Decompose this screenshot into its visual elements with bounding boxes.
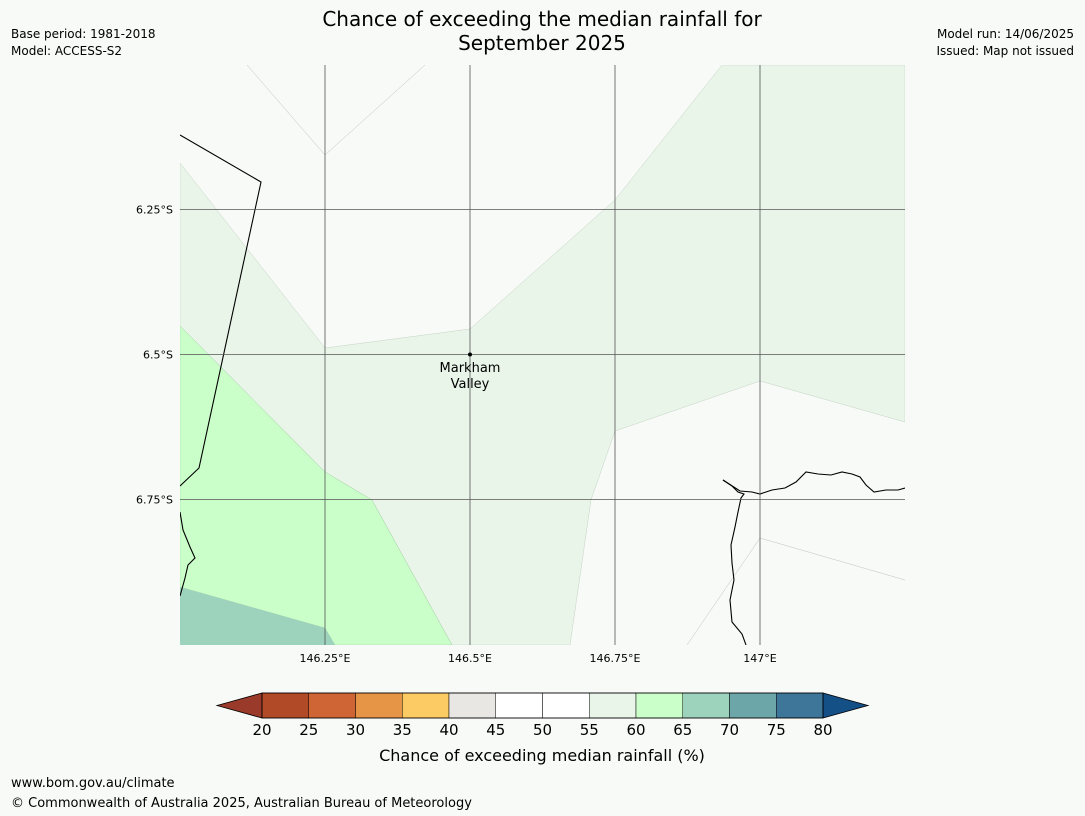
colorbar-high-extension (822, 692, 870, 719)
colorbar-tick-label: 70 (720, 721, 739, 739)
colorbar-tick-label: 60 (626, 721, 645, 739)
colorbar-tick-label: 30 (346, 721, 365, 739)
colorbar-segment (355, 692, 403, 719)
title-line-2: September 2025 (458, 31, 626, 55)
map-title: Chance of exceeding the median rainfall … (242, 7, 842, 55)
latitude-labels: 6.25°S 6.5°S 6.75°S (136, 204, 173, 507)
model-run: Model run: 14/06/2025 (936, 27, 1074, 41)
colorbar-segment (635, 692, 683, 719)
colorbar-segment (589, 692, 637, 719)
colorbar-tick-label: 40 (439, 721, 458, 739)
lat-tick-label: 6.75°S (136, 494, 173, 507)
zone-60-65 (180, 325, 453, 645)
colorbar-segment (308, 692, 356, 719)
place-label-line-1: Markham (440, 361, 501, 376)
colorbar-outline (261, 692, 824, 719)
colorbar-segment (495, 692, 543, 719)
colorbar-segment (729, 692, 777, 719)
longitude-labels: 146.25°E 146.5°E 146.75°E 147°E (300, 652, 777, 665)
lat-tick-label: 6.5°S (143, 349, 173, 362)
lon-tick-label: 146.25°E (300, 652, 351, 665)
colorbar-tick-label: 20 (252, 721, 271, 739)
colorbar-tick-label: 45 (486, 721, 505, 739)
colorbar-segment (261, 692, 309, 719)
footer-url[interactable]: www.bom.gov.au/climate (11, 776, 175, 791)
footer-copyright: © Commonwealth of Australia 2025, Austra… (11, 796, 472, 811)
colorbar-tick-label: 55 (580, 721, 599, 739)
zone-65-70 (180, 587, 335, 645)
colorbar-segment (682, 692, 730, 719)
colorbar-low-extension (215, 692, 263, 719)
coastline (180, 134, 905, 645)
graticule (180, 65, 905, 645)
colorbar-label: Chance of exceeding median rainfall (%) (379, 746, 705, 765)
colorbar-segment (776, 692, 824, 719)
rainfall-probability-map (180, 65, 905, 645)
issued-status: Issued: Map not issued (936, 44, 1074, 58)
colorbar-segment (402, 692, 450, 719)
lon-tick-label: 146.75°E (590, 652, 641, 665)
title-line-1: Chance of exceeding the median rainfall … (322, 7, 762, 31)
lon-tick-label: 146.5°E (448, 652, 492, 665)
run-info: Model run: 14/06/2025 Issued: Map not is… (936, 26, 1074, 60)
model-info: Base period: 1981-2018 Model: ACCESS-S2 (11, 26, 156, 60)
lon-tick-label: 147°E (743, 652, 776, 665)
lat-tick-label: 6.25°S (136, 204, 173, 217)
colorbar-segment (448, 692, 496, 719)
markham-valley-marker (468, 352, 472, 357)
colorbar: 20 25 30 35 40 45 50 55 60 65 70 75 80 (215, 692, 870, 739)
place-label-line-2: Valley (451, 377, 490, 392)
colorbar-tick-label: 80 (813, 721, 832, 739)
colorbar-tick-label: 50 (533, 721, 552, 739)
colorbar-tick-label: 25 (299, 721, 318, 739)
colorbar-segment (542, 692, 590, 719)
base-period: Base period: 1981-2018 (11, 27, 156, 41)
colorbar-tick-label: 65 (673, 721, 692, 739)
colorbar-tick-label: 35 (393, 721, 412, 739)
colorbar-tick-label: 75 (767, 721, 786, 739)
model-name: Model: ACCESS-S2 (11, 44, 123, 58)
